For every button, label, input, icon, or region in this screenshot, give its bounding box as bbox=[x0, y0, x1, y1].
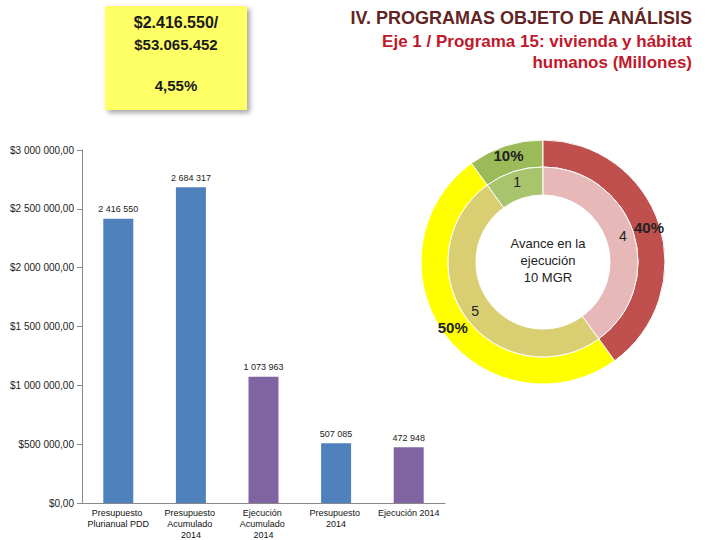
svg-text:Presupuesto: Presupuesto bbox=[164, 508, 217, 518]
svg-text:$0,00: $0,00 bbox=[49, 498, 74, 509]
svg-text:ejecución: ejecución bbox=[517, 253, 579, 268]
svg-text:$2 500 000,00: $2 500 000,00 bbox=[10, 203, 74, 214]
svg-text:2 416 550: 2 416 550 bbox=[98, 204, 138, 214]
svg-text:Ejecución 2014: Ejecución 2014 bbox=[378, 508, 440, 518]
svg-text:2014: 2014 bbox=[181, 530, 201, 540]
html-text:Eje 1 / Programa 15: vivienda: Eje 1 / Programa 15: vivienda y hábitat … bbox=[382, 32, 692, 72]
html-text:$53.065.452: $53.065.452 bbox=[134, 36, 218, 53]
svg-text:472 948: 472 948 bbox=[392, 433, 425, 443]
svg-text:$1 000 000,00: $1 000 000,00 bbox=[10, 380, 74, 391]
svg-text:Presupuesto: Presupuesto bbox=[92, 508, 145, 518]
html-text:$2.416.550/: $2.416.550/ bbox=[133, 14, 219, 31]
html-text:IV. PROGRAMAS OBJETO DE ANÁLIS: IV. PROGRAMAS OBJETO DE ANÁLISIS bbox=[350, 8, 692, 28]
svg-text:10 MGR: 10 MGR bbox=[524, 270, 572, 285]
svg-text:Ejecución: Ejecución bbox=[243, 508, 285, 518]
svg-text:$3 000 000,00: $3 000 000,00 bbox=[10, 145, 74, 156]
svg-text:$2 000 000,00: $2 000 000,00 bbox=[10, 262, 74, 273]
svg-text:50%: 50% bbox=[438, 319, 468, 336]
svg-text:Acumulado: Acumulado bbox=[167, 519, 215, 529]
svg-text:5: 5 bbox=[471, 303, 479, 319]
svg-text:Plurianual PDD: Plurianual PDD bbox=[88, 519, 150, 529]
html-text:4,55%: 4,55% bbox=[154, 77, 198, 94]
svg-text:2 684 317: 2 684 317 bbox=[171, 173, 211, 183]
svg-text:$1 500 000,00: $1 500 000,00 bbox=[10, 321, 74, 332]
svg-text:4: 4 bbox=[619, 228, 627, 244]
svg-text:Acumulado: Acumulado bbox=[240, 519, 288, 529]
svg-text:Presupuesto: Presupuesto bbox=[310, 508, 363, 518]
svg-text:1 073 963: 1 073 963 bbox=[243, 362, 283, 372]
svg-text:40%: 40% bbox=[634, 219, 664, 236]
svg-text:1: 1 bbox=[513, 174, 521, 190]
svg-text:2014: 2014 bbox=[253, 530, 273, 540]
svg-text:Avance en la: Avance en la bbox=[511, 236, 587, 251]
svg-text:10%: 10% bbox=[494, 147, 524, 164]
svg-text:2014: 2014 bbox=[326, 519, 346, 529]
svg-text:$500 000,00: $500 000,00 bbox=[18, 439, 74, 450]
svg-text:507 085: 507 085 bbox=[320, 429, 353, 439]
